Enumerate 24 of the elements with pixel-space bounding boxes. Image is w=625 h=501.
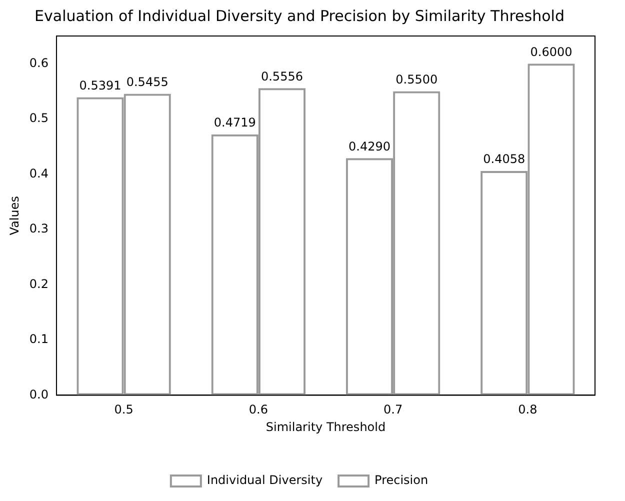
x-tick-label: 0.8: [518, 402, 538, 417]
y-tick-label: 0.6: [29, 56, 48, 70]
x-tick-label: 0.7: [384, 402, 403, 417]
y-tick-label: 0.2: [29, 276, 48, 291]
data-label: 0.5391: [79, 78, 122, 92]
data-label: 0.5455: [126, 74, 168, 89]
legend-label: Precision: [374, 473, 428, 488]
y-tick-label: 0.1: [29, 332, 48, 346]
y-tick-label: 0.3: [29, 222, 48, 236]
legend-label: Individual Diversity: [206, 473, 323, 488]
x-tick-label: 0.5: [114, 402, 134, 417]
data-label: 0.4058: [483, 152, 526, 166]
y-tick-label: 0.4: [29, 166, 48, 180]
x-tick-label: 0.6: [248, 402, 268, 417]
data-label: 0.5500: [396, 72, 438, 86]
chart-title: Evaluation of Individual Diversity and Precision by Similarity Threshold: [34, 6, 564, 25]
data-label: 0.6000: [530, 44, 572, 59]
data-label: 0.4719: [214, 116, 256, 130]
data-label: 0.5556: [260, 69, 303, 84]
y-axis-title: Values: [7, 196, 22, 236]
x-axis-title: Similarity Threshold: [266, 420, 386, 434]
data-label: 0.4290: [348, 139, 390, 154]
y-tick-label: 0.5: [29, 111, 48, 126]
y-tick-label: 0.0: [29, 387, 48, 402]
